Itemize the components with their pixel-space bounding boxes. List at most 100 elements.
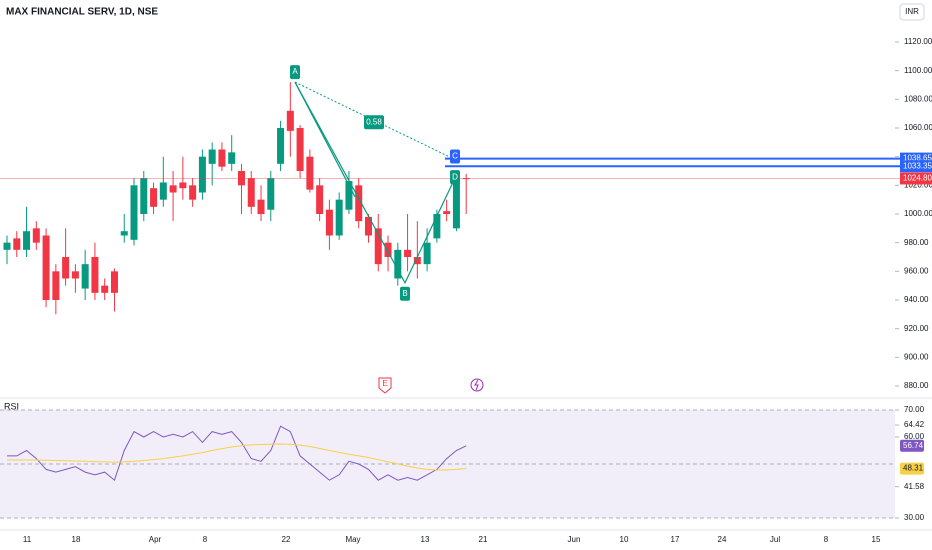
- pattern-label: A: [292, 67, 298, 76]
- x-tick-label: 13: [421, 535, 430, 544]
- candle-body: [169, 185, 177, 193]
- level-box: [900, 160, 932, 173]
- candle-body: [140, 178, 148, 214]
- level-label: 1038.65: [903, 154, 932, 163]
- candle-body: [364, 216, 372, 236]
- x-tick-label: 22: [282, 535, 291, 544]
- y-tick-label: 64.42: [904, 420, 925, 429]
- candle-body: [32, 228, 40, 243]
- x-tick-label: Jun: [568, 535, 581, 544]
- event-icon: [378, 377, 392, 394]
- candle-body: [286, 110, 294, 131]
- pattern-line: [294, 81, 456, 285]
- y-tick-label: 960.00: [904, 266, 929, 275]
- x-tick-label: 21: [479, 535, 488, 544]
- pattern-label: B: [402, 289, 407, 298]
- candle-body: [81, 264, 89, 289]
- candle-body: [101, 285, 109, 293]
- rsi-value-box: [900, 462, 924, 475]
- candle-body: [120, 231, 128, 236]
- candle-body: [13, 238, 21, 250]
- candle-body: [228, 152, 236, 164]
- candle-body: [355, 185, 363, 222]
- x-tick-label: 11: [23, 535, 32, 544]
- candle-body: [42, 235, 50, 300]
- candle-body: [306, 156, 314, 190]
- pattern-line: [294, 81, 356, 198]
- candle-body: [208, 149, 216, 164]
- y-tick-label: 940.00: [904, 295, 929, 304]
- y-tick-label: 1020.00: [904, 180, 932, 189]
- currency-box[interactable]: [899, 3, 925, 21]
- level-label: 1033.35: [903, 161, 932, 170]
- candle-body: [159, 182, 167, 200]
- y-tick-label: 1000.00: [904, 209, 932, 218]
- chart-title: MAX FINANCIAL SERV, 1D, NSE: [6, 7, 158, 18]
- x-tick-label: 15: [872, 535, 881, 544]
- pattern-label-box: [400, 286, 410, 301]
- rsi-line: [7, 443, 467, 471]
- candle-body: [198, 156, 206, 193]
- rsi-value-label: 48.31: [903, 464, 924, 473]
- candle-body: [189, 185, 197, 200]
- candle-body: [394, 249, 402, 279]
- rsi-title: RSI: [4, 401, 19, 411]
- x-tick-label: 10: [620, 535, 629, 544]
- y-tick-label: 900.00: [904, 352, 929, 361]
- x-tick-label: 24: [718, 535, 727, 544]
- candle-body: [325, 209, 333, 236]
- candle-body: [179, 182, 187, 189]
- last-price-box: [900, 172, 932, 185]
- x-tick-label: 8: [203, 535, 208, 544]
- y-tick-label: 980.00: [904, 238, 929, 247]
- x-tick-label: 18: [72, 535, 81, 544]
- x-tick-label: May: [345, 535, 360, 544]
- y-tick-label: 1080.00: [904, 94, 932, 103]
- currency[interactable]: INR: [905, 7, 919, 16]
- candle-body: [277, 128, 285, 164]
- y-tick-label: 1100.00: [904, 66, 932, 75]
- rsi-value-label: 56.74: [903, 441, 924, 450]
- dividend-bolt: [474, 379, 479, 391]
- pattern-label: C: [452, 152, 458, 161]
- pattern-label-box: [364, 115, 384, 130]
- candle-body: [130, 185, 138, 240]
- candle-body: [404, 249, 412, 257]
- y-tick-label: 30.00: [904, 513, 925, 522]
- event-label: E: [382, 379, 387, 388]
- candle-body: [52, 271, 60, 300]
- x-tick-label: Apr: [149, 535, 162, 544]
- candle-body: [23, 231, 31, 250]
- candle-body: [247, 178, 255, 207]
- rsi-line: [7, 425, 467, 482]
- candle-body: [150, 188, 158, 207]
- candle-body: [413, 257, 421, 265]
- candle-body: [443, 211, 451, 214]
- candle-body: [91, 257, 99, 293]
- candle-body: [62, 257, 70, 279]
- candle-body: [452, 181, 460, 229]
- candle-body: [316, 185, 324, 214]
- candle-body: [433, 214, 441, 239]
- candle-body: [71, 271, 79, 279]
- pattern-label: 0.58: [366, 117, 382, 126]
- y-tick-label: 1120.00: [904, 37, 932, 46]
- candle-body: [3, 242, 11, 250]
- pattern-label-box: [290, 65, 300, 80]
- candle-body: [384, 242, 392, 257]
- rsi-value-box: [900, 439, 924, 452]
- y-tick-label: 880.00: [904, 381, 929, 390]
- candle-body: [296, 128, 304, 171]
- y-tick-label: 920.00: [904, 324, 929, 333]
- last-price-label: 1024.80: [903, 174, 932, 183]
- candle-body: [257, 199, 265, 214]
- candle-body: [335, 199, 343, 236]
- candle-body: [374, 228, 382, 265]
- y-tick-label: 41.58: [904, 482, 925, 491]
- candle-body: [218, 149, 226, 167]
- pattern-label-box: [450, 149, 460, 164]
- y-tick-label: 60.00: [904, 432, 925, 441]
- candle-body: [267, 178, 275, 210]
